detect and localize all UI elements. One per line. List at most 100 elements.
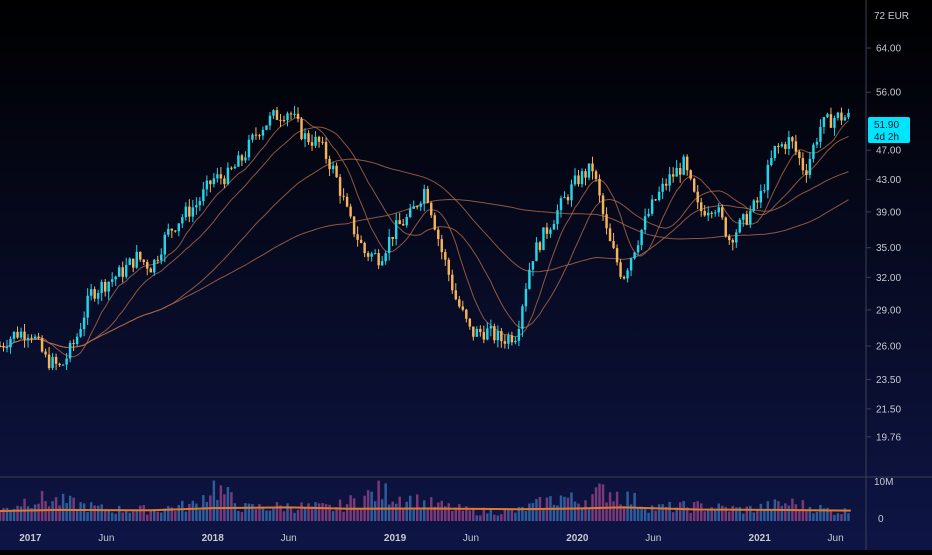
- candle-body: [310, 142, 314, 146]
- volume-bar: [524, 511, 528, 521]
- candle: [212, 173, 216, 188]
- volume-moving-average-line: [0, 506, 851, 512]
- candle-body: [26, 337, 30, 340]
- volume-bar: [612, 501, 615, 521]
- candle: [451, 269, 454, 294]
- candle-body: [577, 175, 580, 185]
- candle-body: [380, 261, 384, 266]
- volume-bar: [230, 492, 233, 521]
- candle: [188, 199, 191, 223]
- volume-bar: [293, 512, 296, 521]
- candle-body: [437, 229, 440, 240]
- volume-bar: [749, 505, 752, 521]
- candle: [521, 304, 524, 337]
- volume-bar: [556, 505, 559, 521]
- volume-bar: [598, 483, 601, 521]
- candle-body: [468, 318, 472, 327]
- candle-body: [500, 331, 503, 342]
- candle: [577, 169, 580, 187]
- candle-body: [594, 171, 598, 179]
- candle: [675, 160, 678, 177]
- volume-bar: [647, 512, 650, 521]
- volume-bar: [423, 500, 426, 521]
- candle-body: [584, 171, 587, 178]
- candle-body: [703, 211, 706, 216]
- candle-body: [230, 167, 233, 169]
- candle: [103, 278, 107, 297]
- candle-body: [496, 331, 500, 341]
- time-axis: 2017 Jun 2018 Jun 2019 Jun 2020 Jun 2021 Jun: [19, 533, 843, 544]
- candle: [507, 332, 510, 350]
- volume-bar: [482, 507, 486, 521]
- candle: [517, 320, 521, 347]
- candle: [805, 163, 808, 183]
- candle-body: [570, 184, 573, 201]
- candle-body: [773, 145, 777, 158]
- volume-bar: [310, 506, 314, 521]
- candle-body: [100, 281, 103, 293]
- candle-body: [731, 240, 734, 243]
- volume-bar: [103, 511, 107, 521]
- candle: [671, 167, 675, 183]
- volume-bar: [205, 501, 209, 521]
- volume-bar: [475, 515, 479, 521]
- time-tick-label: 2018: [202, 533, 225, 544]
- candle-body: [514, 340, 517, 343]
- volume-bar: [640, 506, 643, 521]
- volume-bar: [763, 509, 766, 521]
- volume-bar: [489, 509, 493, 521]
- volume-bar: [671, 512, 675, 521]
- volume-bar: [496, 515, 500, 521]
- candle: [181, 214, 184, 228]
- price-tick-label: 26.00: [876, 342, 901, 353]
- candle-body: [142, 259, 145, 262]
- candle-body: [324, 142, 328, 159]
- candle: [777, 143, 780, 154]
- candle-body: [303, 133, 307, 140]
- volume-bar: [696, 501, 699, 521]
- candle-body: [275, 110, 279, 120]
- candle-body: [54, 357, 58, 364]
- candle: [840, 107, 843, 125]
- candle: [26, 334, 30, 348]
- volume-bar: [244, 503, 247, 521]
- candle: [770, 150, 773, 167]
- volume-bar: [342, 511, 345, 521]
- volume-bar: [654, 510, 657, 521]
- volume-bar: [380, 499, 384, 521]
- volume-bar: [784, 503, 787, 521]
- price-tick-label: 29.00: [876, 305, 901, 316]
- candle-body: [68, 343, 72, 359]
- candle-body: [777, 145, 780, 147]
- candle-body: [475, 328, 479, 337]
- candle: [636, 240, 640, 256]
- volume-bar: [829, 509, 833, 521]
- candle-body: [103, 281, 107, 292]
- volume-bar: [86, 512, 89, 521]
- candle-body: [296, 113, 300, 119]
- candle-body: [12, 331, 16, 339]
- volume-bar: [636, 508, 640, 521]
- volume-bar: [121, 512, 124, 521]
- candle: [279, 113, 282, 128]
- candle: [184, 202, 188, 221]
- candle-body: [524, 288, 528, 307]
- candle-body: [749, 210, 752, 225]
- volume-bar: [0, 510, 2, 521]
- volume-bar: [714, 510, 717, 521]
- candle-body: [440, 239, 443, 253]
- candle-body: [251, 134, 254, 140]
- candle-body: [622, 276, 626, 279]
- volume-bar: [366, 490, 370, 521]
- candle: [12, 331, 16, 343]
- candle: [124, 257, 128, 279]
- candle-body: [209, 180, 212, 185]
- volume-bar: [79, 502, 82, 521]
- candle-body: [752, 200, 756, 211]
- candle: [542, 227, 545, 251]
- candle-body: [503, 341, 507, 344]
- time-tick-label: Jun: [281, 533, 297, 544]
- candle: [815, 137, 819, 149]
